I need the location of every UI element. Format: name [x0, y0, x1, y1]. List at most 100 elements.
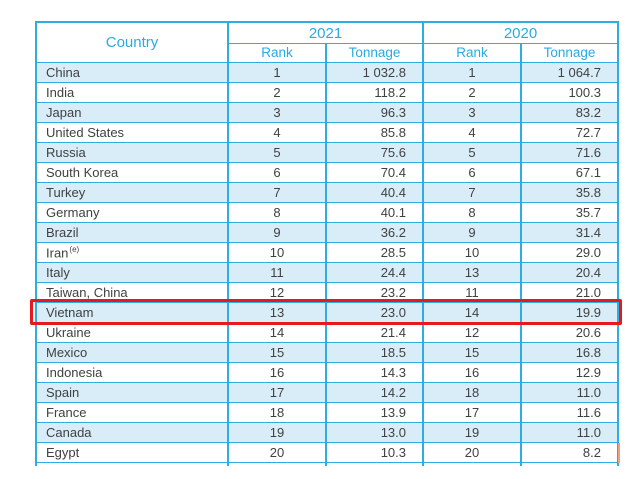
partial-cutoff-row	[35, 462, 619, 466]
rank-2020-cell: 11	[422, 282, 522, 303]
country-cell: Brazil	[35, 222, 229, 243]
country-label: Mexico	[46, 345, 88, 360]
table-row: Spain 17 14.2 18 11.0	[35, 382, 619, 403]
tonnage-2020-cell: 1 064.7	[520, 62, 619, 83]
country-label: Taiwan, China	[46, 285, 128, 300]
tonnage-2021-cell: 21.4	[325, 322, 424, 343]
country-tonnage-table: Country 2021 2020 Rank Tonnage Rank Tonn…	[35, 21, 619, 466]
country-label: Russia	[46, 145, 86, 160]
rank-2021-cell: 19	[227, 422, 327, 443]
country-cell: United States	[35, 122, 229, 143]
table-row: Egypt 20 10.3 20 8.2	[35, 442, 619, 463]
partial-cell	[227, 462, 327, 466]
country-label: France	[46, 405, 87, 420]
tonnage-2020-cell: 35.8	[520, 182, 619, 203]
tonnage-2021-cell: 28.5	[325, 242, 424, 263]
country-label: Ukraine	[46, 325, 91, 340]
tonnage-2021-cell: 70.4	[325, 162, 424, 183]
table-row: India 2 118.2 2 100.3	[35, 82, 619, 103]
table-row: Canada 19 13.0 19 11.0	[35, 422, 619, 443]
year-2021-header: 2021	[227, 21, 424, 44]
rank-2020-header: Rank	[422, 43, 522, 63]
rank-2020-cell: 6	[422, 162, 522, 183]
tonnage-2021-cell: 13.9	[325, 402, 424, 423]
country-cell: Germany	[35, 202, 229, 223]
country-cell: Japan	[35, 102, 229, 123]
country-label: Spain	[46, 385, 80, 400]
year-2020-header: 2020	[422, 21, 619, 44]
partial-cell	[422, 462, 522, 466]
country-label: Indonesia	[46, 365, 103, 380]
country-cell: Turkey	[35, 182, 229, 203]
country-cell: Taiwan, China	[35, 282, 229, 303]
rank-2021-cell: 12	[227, 282, 327, 303]
table-row: South Korea 6 70.4 6 67.1	[35, 162, 619, 183]
tonnage-2021-cell: 40.4	[325, 182, 424, 203]
table-row: China 1 1 032.8 1 1 064.7	[35, 62, 619, 83]
rank-2021-cell: 13	[227, 302, 327, 323]
country-cell: India	[35, 82, 229, 103]
country-label: India	[46, 85, 75, 100]
country-cell: Egypt	[35, 442, 229, 463]
rank-2021-cell: 2	[227, 82, 327, 103]
table-row: Turkey 7 40.4 7 35.8	[35, 182, 619, 203]
tonnage-2021-cell: 75.6	[325, 142, 424, 163]
rank-2020-cell: 14	[422, 302, 522, 323]
tonnage-2020-cell: 12.9	[520, 362, 619, 383]
tonnage-2021-cell: 85.8	[325, 122, 424, 143]
country-label: South Korea	[46, 165, 119, 180]
rank-2021-cell: 8	[227, 202, 327, 223]
country-cell: Italy	[35, 262, 229, 283]
rank-2020-cell: 18	[422, 382, 522, 403]
tonnage-2020-cell: 67.1	[520, 162, 619, 183]
table-row: Indonesia 16 14.3 16 12.9	[35, 362, 619, 383]
table-row: United States 4 85.8 4 72.7	[35, 122, 619, 143]
tonnage-2021-cell: 13.0	[325, 422, 424, 443]
tonnage-2021-cell: 96.3	[325, 102, 424, 123]
orange-sliver-artifact	[618, 443, 620, 463]
country-cell: Ukraine	[35, 322, 229, 343]
table-row: Russia 5 75.6 5 71.6	[35, 142, 619, 163]
country-cell: Iran(e)	[35, 242, 229, 263]
rank-2020-cell: 3	[422, 102, 522, 123]
country-cell: Mexico	[35, 342, 229, 363]
tonnage-2020-cell: 83.2	[520, 102, 619, 123]
partial-cell	[35, 462, 229, 466]
tonnage-2020-header: Tonnage	[520, 43, 619, 63]
rank-2020-cell: 9	[422, 222, 522, 243]
country-label: Germany	[46, 205, 100, 220]
table-row: Ukraine 14 21.4 12 20.6	[35, 322, 619, 343]
country-label: Vietnam	[46, 305, 94, 320]
rank-2021-cell: 14	[227, 322, 327, 343]
tonnage-2020-cell: 16.8	[520, 342, 619, 363]
table-row: Vietnam 13 23.0 14 19.9	[35, 302, 619, 323]
rank-2020-cell: 17	[422, 402, 522, 423]
country-cell: South Korea	[35, 162, 229, 183]
rank-2020-cell: 1	[422, 62, 522, 83]
tonnage-2021-cell: 36.2	[325, 222, 424, 243]
rank-2021-cell: 6	[227, 162, 327, 183]
rank-2020-cell: 4	[422, 122, 522, 143]
country-cell: France	[35, 402, 229, 423]
rank-2021-cell: 15	[227, 342, 327, 363]
tonnage-2020-cell: 72.7	[520, 122, 619, 143]
country-label: Turkey	[46, 185, 86, 200]
rank-2020-cell: 12	[422, 322, 522, 343]
country-cell: China	[35, 62, 229, 83]
tonnage-2021-cell: 18.5	[325, 342, 424, 363]
tonnage-2021-cell: 10.3	[325, 442, 424, 463]
table-row: Mexico 15 18.5 15 16.8	[35, 342, 619, 363]
tonnage-2021-cell: 14.3	[325, 362, 424, 383]
rank-2021-cell: 9	[227, 222, 327, 243]
country-label: Canada	[46, 425, 92, 440]
rank-2020-cell: 19	[422, 422, 522, 443]
rank-2020-cell: 2	[422, 82, 522, 103]
rank-2020-cell: 13	[422, 262, 522, 283]
tonnage-2020-cell: 19.9	[520, 302, 619, 323]
country-cell: Russia	[35, 142, 229, 163]
tonnage-2021-cell: 24.4	[325, 262, 424, 283]
rank-2020-cell: 15	[422, 342, 522, 363]
table-row: Brazil 9 36.2 9 31.4	[35, 222, 619, 243]
tonnage-2021-cell: 23.0	[325, 302, 424, 323]
